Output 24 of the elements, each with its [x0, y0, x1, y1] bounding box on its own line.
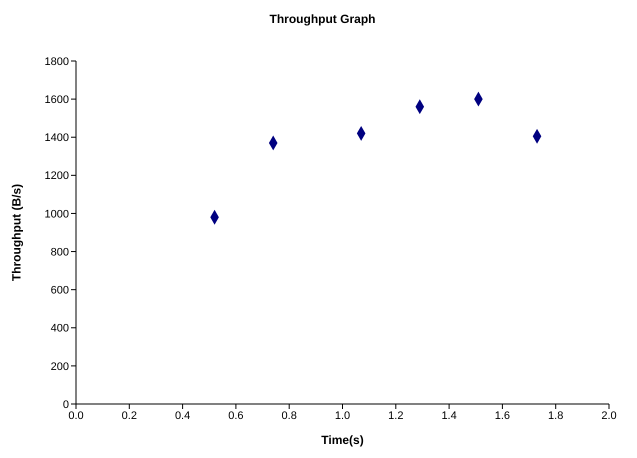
x-tick-label: 0.4: [174, 410, 190, 422]
y-tick-label: 1600: [44, 94, 69, 106]
x-tick-label: 2.0: [601, 410, 617, 422]
x-axis-title: Time(s): [321, 433, 364, 447]
x-tick-label: 0.8: [282, 410, 297, 422]
x-tick-label: 1.2: [388, 410, 404, 422]
x-tick-label: 1.8: [548, 410, 564, 422]
y-tick-label: 1000: [44, 208, 69, 220]
y-tick-label: 1800: [44, 56, 69, 68]
y-tick-label: 400: [50, 322, 69, 335]
x-tick-label: 1.0: [334, 410, 350, 422]
y-tick-label: 200: [50, 360, 69, 373]
y-axis-title: Throughput (B/s): [9, 184, 24, 282]
y-tick-label: 0: [62, 398, 69, 411]
y-tick-label: 1200: [44, 170, 69, 182]
x-tick-label: 0.2: [122, 410, 137, 422]
x-tick-label: 1.6: [494, 410, 510, 422]
x-tick-label: 1.4: [441, 410, 457, 422]
chart-title: Throughput Graph: [268, 12, 376, 26]
y-tick-label: 800: [50, 246, 69, 258]
y-tick-label: 600: [50, 284, 69, 297]
x-tick-label: 0.6: [228, 410, 244, 422]
x-tick-label: 0.0: [68, 410, 84, 422]
y-tick-label: 1400: [44, 132, 69, 144]
